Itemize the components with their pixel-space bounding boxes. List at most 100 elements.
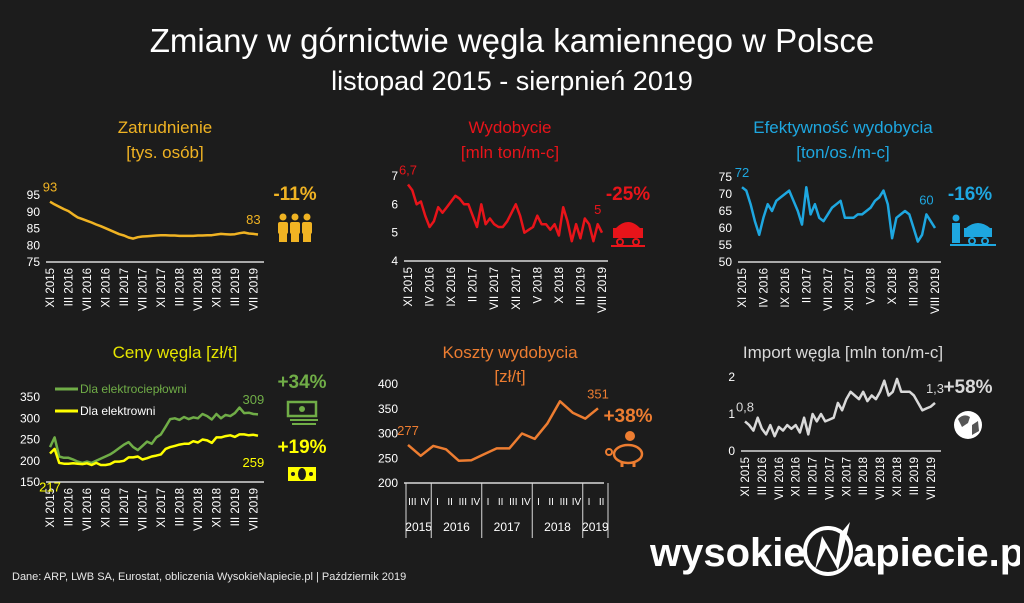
x-tick-label: XI 2018 [892,457,904,497]
x-tick-label: III 2017 [119,268,131,306]
x-tick-label: VII 2017 [489,267,501,310]
page-title: Zmiany w górnictwie węgla kamiennego w P… [149,22,875,59]
y-tick-label: 350 [20,390,40,404]
x-tick-label: III 2019 [230,268,242,306]
coal-cart-icon [611,222,645,247]
chart-unit: [zł/t] [494,367,525,386]
svg-text:wysokie: wysokie [650,531,806,575]
quarter-label: IV [420,497,430,508]
data-label: 309 [243,392,265,407]
chart-5: Koszty wydobycia[zł/t]200250300350400III… [378,343,653,538]
year-label: 2018 [544,520,571,534]
x-tick-label: VII 2016 [82,268,94,311]
data-label: 72 [735,165,749,180]
x-tick-label: V 2018 [532,267,544,303]
quarter-label: IV [521,497,531,508]
y-tick-label: 50 [719,255,733,269]
legend-label: Dla elektrociepłowni [80,382,187,396]
x-tick-label: IV 2016 [425,267,437,307]
logo: wysokie apiecie.pl [649,520,1024,580]
piggy-bank-icon [605,431,644,467]
quarter-label: II [498,497,504,508]
y-tick-label: 200 [20,454,40,468]
x-tick-label: VII 2017 [137,268,149,311]
chart-1: Zatrudnienie [tys. osób] 75 80 85 90 95 XI 2015… [27,118,317,311]
x-tick-label: III 2016 [63,488,75,526]
x-tick-label: VII 2018 [875,457,887,500]
quarter-label: III [509,497,517,508]
y-tick-label: 80 [27,238,41,252]
chart-title: Efektywność wydobycia [753,118,933,137]
y-tick-label: 90 [27,205,41,219]
data-label: 60 [919,192,933,207]
x-tick-label: XI 2015 [737,268,749,308]
globe-icon [954,411,982,439]
x-tick-label: VIII 2019 [597,267,609,313]
x-tick-label: XII 2017 [844,268,856,311]
change-percent: -16% [948,184,992,205]
x-tick-label: V 2018 [866,268,878,304]
x-tick-label: VIII 2019 [930,268,942,314]
series-line-1 [741,185,937,243]
y-tick-label: 70 [719,187,733,201]
x-tick-label: III 2018 [858,457,870,495]
quarter-label: I [487,497,490,508]
y-tick-label: 0 [728,444,735,458]
quarter-label: III [560,497,568,508]
data-label: 93 [43,180,57,195]
x-tick-label: XI 2017 [156,488,168,528]
x-tick-label: IX 2016 [446,267,458,307]
x-tick-label: VII 2016 [82,488,94,531]
y-tick-label: 350 [378,402,398,416]
x-tick-label: VII 2019 [248,268,260,311]
people-icon [278,213,312,242]
y-tick-label: 300 [20,411,40,425]
quarter-label: IV [572,497,582,508]
year-label: 2015 [405,520,432,534]
x-tick-label: X 2018 [554,267,566,303]
y-tick-label: 95 [27,188,41,202]
x-tick-label: XI 2016 [100,268,112,308]
x-tick-label: VII 2016 [774,457,786,500]
y-tick-label: 4 [391,254,398,268]
change-percent: +34% [277,372,326,393]
y-tick-label: 300 [378,427,398,441]
y-tick-label: 85 [27,222,41,236]
data-label: 1,3 [926,381,944,396]
change-percent: +38% [603,406,652,427]
chart-unit: [tys. osób] [126,143,203,162]
quarter-label: II [599,497,605,508]
x-tick-label: IX 2016 [780,268,792,308]
quarter-label: II [447,497,453,508]
change-percent: +58% [943,377,992,398]
change-percent: +19% [277,437,326,458]
chart-4: Ceny węgla [zł/t] 150 200 250 300 350 XI 2015 I… [20,343,327,531]
chart-3: Efektywność wydobycia [ton/os./m-c] 50 55 60… [719,118,993,314]
x-tick-label: XI 2017 [841,457,853,497]
series-line-2 [49,433,259,467]
year-label: 2017 [494,520,521,534]
series-line-1 [49,200,259,240]
x-tick-label: VII 2019 [926,457,938,500]
chart-title: Ceny węgla [zł/t] [113,343,238,362]
miner-cart-icon [950,214,996,246]
quarter-label: I [537,497,540,508]
x-tick-label: III 2016 [63,268,75,306]
series-line-1 [744,377,936,438]
x-tick-label: XI 2015 [403,267,415,307]
x-tick-label: VII 2017 [823,268,835,311]
series-line-1 [407,400,599,462]
data-label: 5 [594,202,601,217]
x-tick-label: II 2017 [801,268,813,303]
y-tick-label: 65 [719,204,733,218]
year-label: 2016 [443,520,470,534]
x-tick-label: XI 2018 [211,488,223,528]
x-tick-label: XI 2017 [156,268,168,308]
x-tick-label: VII 2019 [248,488,260,531]
wysokie-napiecie-logo: wysokie apiecie.pl [649,522,1024,576]
x-tick-label: III 2019 [909,457,921,495]
banknotes-icon [286,400,318,425]
y-tick-label: 250 [378,451,398,465]
data-label: 0,8 [736,399,754,414]
x-tick-label: VII 2017 [137,488,149,531]
